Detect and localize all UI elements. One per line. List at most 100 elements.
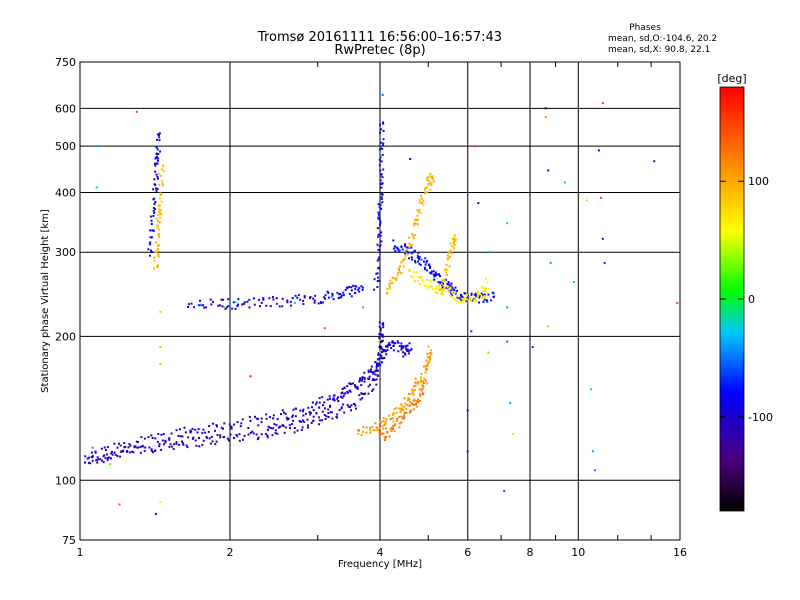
data-point <box>379 131 382 134</box>
data-point <box>371 379 374 382</box>
data-point <box>404 250 407 253</box>
data-point <box>300 420 303 423</box>
data-point <box>349 389 351 392</box>
data-point <box>154 162 156 165</box>
data-point <box>373 379 376 381</box>
data-point <box>433 275 436 278</box>
data-point <box>156 159 159 162</box>
data-point <box>350 383 353 386</box>
data-point <box>233 437 235 439</box>
data-point <box>393 408 396 411</box>
x-tick-label: 6 <box>464 546 471 559</box>
data-point <box>451 286 454 289</box>
data-point <box>601 237 604 240</box>
data-point <box>418 388 421 391</box>
data-point <box>312 409 315 412</box>
data-point <box>382 326 385 329</box>
data-point <box>379 220 382 223</box>
data-point <box>269 305 272 308</box>
data-point <box>428 357 431 360</box>
data-point <box>362 376 365 379</box>
data-point <box>356 387 359 390</box>
data-point <box>403 352 406 355</box>
data-point <box>95 145 98 148</box>
data-point <box>446 258 449 261</box>
data-point <box>268 297 271 300</box>
data-point <box>102 461 105 464</box>
data-point <box>380 357 383 360</box>
data-point <box>422 393 425 396</box>
data-point <box>412 393 415 396</box>
data-point <box>398 422 401 425</box>
data-point <box>416 223 419 226</box>
data-point <box>158 183 161 186</box>
data-point <box>110 452 113 455</box>
data-point <box>375 378 378 381</box>
data-point <box>391 417 394 420</box>
data-point <box>407 397 410 400</box>
data-point <box>461 301 464 304</box>
data-point <box>265 417 268 420</box>
data-point <box>401 248 404 251</box>
data-point <box>287 417 290 420</box>
data-point <box>430 270 433 273</box>
data-point <box>241 303 244 306</box>
data-point <box>243 434 246 437</box>
data-point <box>300 429 303 431</box>
data-point <box>254 415 256 418</box>
data-point <box>380 207 383 210</box>
data-point <box>424 192 427 194</box>
data-point <box>323 327 326 330</box>
data-point <box>274 432 277 435</box>
data-point <box>381 334 384 337</box>
data-point <box>262 298 265 301</box>
x-tick-label: 2 <box>227 546 234 559</box>
data-point <box>379 329 382 332</box>
data-point <box>388 284 391 287</box>
data-point <box>472 294 475 297</box>
data-point <box>323 414 326 416</box>
data-point <box>403 416 406 419</box>
data-point <box>483 287 486 289</box>
data-point <box>135 110 138 113</box>
data-point <box>154 164 157 167</box>
data-point <box>454 291 457 294</box>
colorbar-tick-label: -100 <box>748 411 773 424</box>
data-point <box>410 393 413 396</box>
data-point <box>219 434 222 437</box>
data-point <box>428 286 431 289</box>
data-point <box>381 176 384 179</box>
data-point <box>361 378 364 381</box>
data-point <box>198 445 201 448</box>
data-point <box>440 283 443 286</box>
data-point <box>464 292 467 295</box>
data-point <box>379 174 382 177</box>
data-point <box>272 427 275 430</box>
data-point <box>203 306 206 309</box>
data-point <box>257 424 260 427</box>
data-point <box>346 404 349 407</box>
data-point <box>422 281 425 283</box>
data-point <box>343 411 346 414</box>
data-point <box>118 503 121 506</box>
data-point <box>412 408 415 411</box>
data-point <box>392 424 395 427</box>
data-point <box>157 153 160 155</box>
data-point <box>428 279 431 282</box>
data-point <box>417 251 420 254</box>
x-tick-label: 1 <box>77 546 84 559</box>
data-point <box>410 246 413 249</box>
data-point <box>377 248 380 251</box>
data-point <box>350 286 353 289</box>
data-point <box>374 361 377 364</box>
data-point <box>363 378 366 381</box>
data-point <box>247 427 250 429</box>
data-point <box>453 289 456 292</box>
data-point <box>453 236 456 239</box>
data-point <box>425 261 428 264</box>
data-point <box>291 414 294 417</box>
data-point <box>593 469 596 472</box>
data-point <box>382 417 385 420</box>
data-point <box>440 292 443 295</box>
data-point <box>91 455 94 458</box>
